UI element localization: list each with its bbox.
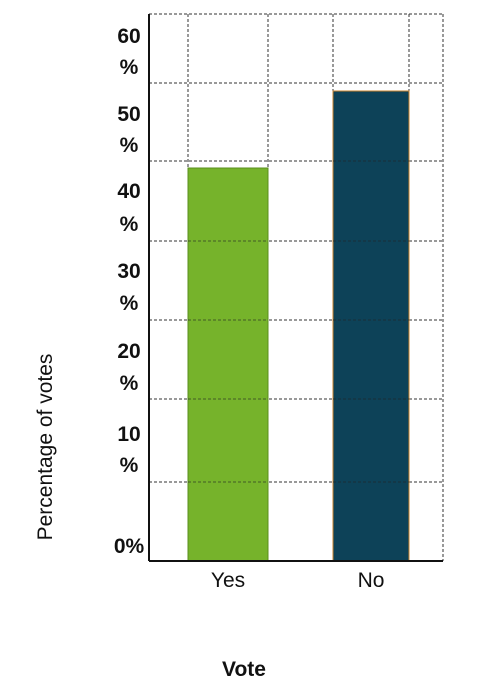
y-tick-label: % (120, 213, 139, 236)
y-tick-labels: 0% 10% 20% 30% 40% 50% 60% (114, 25, 145, 558)
y-tick-label: 40 (117, 180, 140, 203)
y-tick-label: 0% (114, 535, 145, 558)
y-tick-label: 60 (117, 25, 140, 48)
bars (187, 90, 410, 562)
y-tick-label: % (120, 134, 139, 157)
bar-yes (187, 167, 269, 562)
y-tick-label: 10 (117, 423, 140, 446)
y-tick-label: 30 (117, 260, 140, 283)
y-tick-label: % (120, 292, 139, 315)
y-tick-label: % (120, 56, 139, 79)
y-tick-label: % (120, 454, 139, 477)
y-tick-label: 20 (117, 340, 140, 363)
x-tick-label: No (358, 569, 385, 592)
x-tick-label: Yes (211, 569, 245, 592)
y-tick-label: % (120, 372, 139, 395)
bar-no (332, 90, 410, 562)
x-axis-title: Vote (222, 658, 266, 681)
y-axis-title: Percentage of votes (34, 354, 57, 541)
x-tick-labels: Yes No (211, 569, 385, 592)
y-tick-label: 50 (117, 103, 140, 126)
axes (148, 14, 443, 562)
